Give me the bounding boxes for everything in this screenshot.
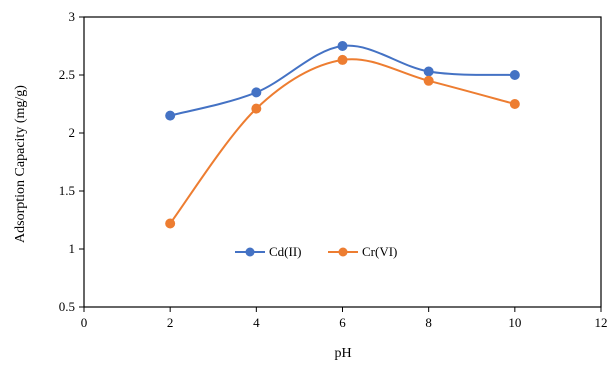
x-tick-label: 0 xyxy=(81,315,88,330)
data-point-cd-ii xyxy=(423,66,434,77)
data-point-cd-ii xyxy=(251,87,262,98)
legend-label: Cr(VI) xyxy=(362,244,397,259)
data-point-cr-vi xyxy=(337,54,348,65)
data-point-cr-vi xyxy=(423,75,434,86)
series-line-cr-vi xyxy=(169,58,516,225)
y-tick-label: 0.5 xyxy=(59,299,75,314)
y-tick-label: 2 xyxy=(69,125,76,140)
legend-item-cd-ii: Cd(II) xyxy=(235,244,302,259)
data-point-cr-vi xyxy=(251,103,262,114)
x-axis-title: pH xyxy=(334,346,351,361)
y-tick-label: 1 xyxy=(69,241,76,256)
legend-swatch-marker xyxy=(245,247,255,257)
x-tick-label: 12 xyxy=(595,315,608,330)
legend-label: Cd(II) xyxy=(269,244,302,259)
legend-item-cr-vi: Cr(VI) xyxy=(328,244,397,259)
legend: Cd(II) Cr(VI) xyxy=(235,244,397,259)
y-tick-label: 2.5 xyxy=(59,67,75,82)
x-tick-label: 2 xyxy=(167,315,174,330)
series-cr-vi xyxy=(165,54,520,229)
data-point-cd-ii xyxy=(337,41,348,51)
y-axis-title: Adsorption Capacity (mg/g) xyxy=(13,85,28,243)
data-point-cd-ii xyxy=(165,110,176,121)
series-layer xyxy=(165,41,520,229)
y-tick-label: 1.5 xyxy=(59,183,75,198)
data-point-cd-ii xyxy=(509,70,520,80)
y-tick-label: 3 xyxy=(69,9,76,24)
data-point-cr-vi xyxy=(509,99,520,109)
x-tick-label: 8 xyxy=(425,315,432,330)
data-point-cr-vi xyxy=(165,218,176,229)
x-tick-label: 6 xyxy=(339,315,346,330)
x-tick-label: 10 xyxy=(508,315,521,330)
x-tick-label: 4 xyxy=(253,315,260,330)
series-cd-ii xyxy=(165,41,520,121)
legend-swatch-marker xyxy=(338,247,348,257)
axes: 0 2 4 6 8 10 12 0.5 1 1.5 2 2.5 3 xyxy=(59,9,608,330)
